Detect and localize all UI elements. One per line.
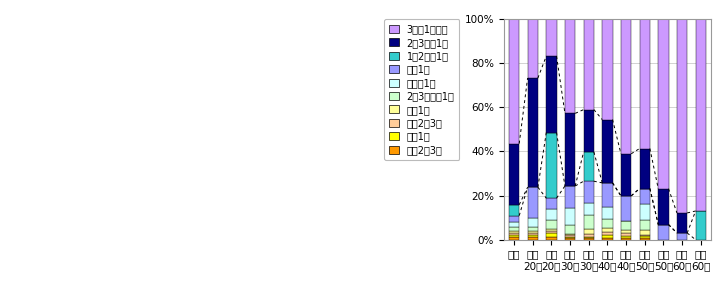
Bar xyxy=(509,231,519,233)
Bar xyxy=(584,181,594,203)
Bar xyxy=(528,78,538,187)
Bar xyxy=(565,208,575,225)
Bar xyxy=(546,19,557,56)
Bar xyxy=(621,230,631,233)
Bar xyxy=(603,219,613,228)
Bar xyxy=(640,188,650,204)
Bar xyxy=(584,203,594,215)
Bar xyxy=(603,183,613,207)
Bar xyxy=(658,19,669,189)
Bar xyxy=(565,225,575,234)
Bar xyxy=(584,234,594,237)
Bar xyxy=(603,207,613,219)
Bar xyxy=(584,237,594,238)
Bar xyxy=(696,211,706,240)
Bar xyxy=(640,148,650,188)
Bar xyxy=(621,154,631,196)
Bar xyxy=(565,186,575,208)
Bar xyxy=(528,233,538,235)
Bar xyxy=(509,205,519,216)
Bar xyxy=(603,228,613,232)
Bar xyxy=(528,231,538,233)
Bar xyxy=(546,56,557,133)
Bar xyxy=(509,216,519,222)
Bar xyxy=(565,19,575,113)
Bar xyxy=(546,209,557,220)
Bar xyxy=(658,225,669,240)
Bar xyxy=(640,204,650,221)
Bar xyxy=(658,189,669,225)
Bar xyxy=(509,237,519,240)
Bar xyxy=(565,113,575,186)
Bar xyxy=(528,187,538,218)
Bar xyxy=(528,19,538,78)
Bar xyxy=(546,231,557,233)
Bar xyxy=(509,19,519,144)
Bar xyxy=(640,235,650,237)
Bar xyxy=(509,227,519,231)
Bar xyxy=(509,222,519,227)
Bar xyxy=(584,215,594,229)
Bar xyxy=(565,238,575,240)
Bar xyxy=(696,19,706,211)
Bar xyxy=(621,196,631,221)
Bar xyxy=(677,19,688,213)
Bar xyxy=(546,237,557,240)
Bar xyxy=(546,133,557,198)
Bar xyxy=(603,120,613,183)
Bar xyxy=(528,237,538,240)
Bar xyxy=(621,221,631,230)
Bar xyxy=(640,221,650,230)
Bar xyxy=(565,237,575,238)
Bar xyxy=(621,19,631,154)
Bar xyxy=(509,235,519,237)
Bar xyxy=(677,233,688,240)
Bar xyxy=(603,235,613,238)
Bar xyxy=(677,213,688,233)
Bar xyxy=(509,144,519,205)
Bar xyxy=(546,198,557,209)
Bar xyxy=(584,110,594,152)
Bar xyxy=(565,234,575,235)
Bar xyxy=(640,19,650,148)
Bar xyxy=(640,230,650,235)
Bar xyxy=(621,238,631,240)
Bar xyxy=(621,233,631,236)
Bar xyxy=(528,235,538,237)
Legend: 3年に1回未満, 2～3年に1回, 1～2年に1回, 年に1回, 半年に1回, 2～3カ月に1回, 月に1回, 月に2～3回, 週に1回, 週に2～3回: 3年に1回未満, 2～3年に1回, 1～2年に1回, 年に1回, 半年に1回, … xyxy=(384,19,460,160)
Bar xyxy=(584,229,594,234)
Bar xyxy=(603,19,613,120)
Bar xyxy=(565,235,575,237)
Bar xyxy=(640,237,650,238)
Bar xyxy=(603,232,613,235)
Bar xyxy=(621,236,631,238)
Bar xyxy=(584,238,594,240)
Bar xyxy=(603,238,613,240)
Bar xyxy=(546,220,557,229)
Bar xyxy=(640,238,650,240)
Bar xyxy=(584,152,594,181)
Bar xyxy=(546,233,557,237)
Bar xyxy=(528,227,538,231)
Bar xyxy=(528,218,538,227)
Bar xyxy=(546,229,557,231)
Bar xyxy=(509,233,519,235)
Bar xyxy=(584,19,594,110)
